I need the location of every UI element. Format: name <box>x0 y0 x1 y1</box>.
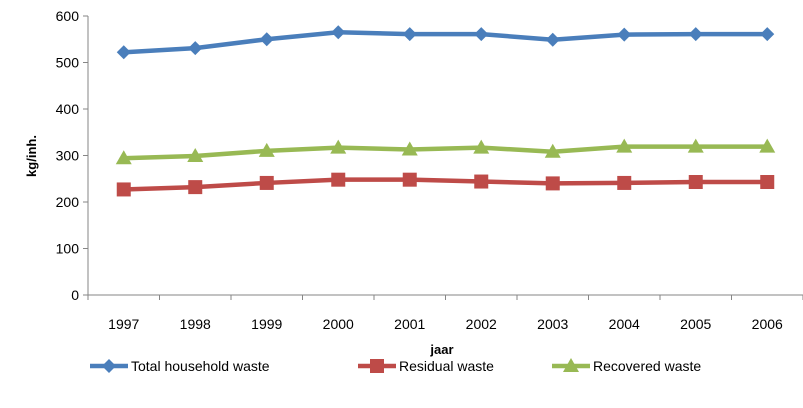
x-axis-ticks: 1997 1998 1999 2000 2001 2002 2003 2004 2005 2006 <box>87 295 803 332</box>
series-line <box>123 177 768 192</box>
data-point <box>617 27 632 42</box>
y-tick-label: 300 <box>56 148 80 164</box>
y-tick-label: 0 <box>71 287 79 303</box>
y-tick-label: 200 <box>56 194 80 210</box>
data-point <box>330 139 347 154</box>
x-tick-label: 2002 <box>466 316 497 332</box>
x-tick-label: 2004 <box>609 316 640 332</box>
legend-marker-swatch <box>370 359 384 373</box>
data-point <box>616 138 633 153</box>
legend-marker-swatch <box>563 358 579 372</box>
data-point <box>258 142 275 157</box>
series-line <box>123 144 768 161</box>
x-tick-label: 2003 <box>537 316 568 332</box>
data-point <box>544 143 561 158</box>
axes <box>87 16 803 296</box>
data-point <box>688 27 703 42</box>
legend-label: Residual waste <box>399 358 494 374</box>
x-tick-label: 1998 <box>180 316 211 332</box>
x-tick-label: 2001 <box>394 316 425 332</box>
series-line <box>123 30 768 55</box>
data-point <box>259 32 274 47</box>
x-tick-label: 1997 <box>108 316 139 332</box>
plot-area: 0 100 200 300 400 500 600 1997 1998 1999 2000 2001… <box>56 8 803 332</box>
series-1 <box>116 25 775 60</box>
x-axis-title: jaar <box>429 342 453 357</box>
data-point <box>259 175 274 190</box>
x-tick-label: 2000 <box>323 316 354 332</box>
data-point <box>402 172 417 187</box>
legend-item: Recovered waste <box>552 358 701 374</box>
data-point <box>115 150 132 165</box>
legend-label: Total household waste <box>131 358 270 374</box>
y-tick-label: 100 <box>56 241 80 257</box>
y-axis-title: kg/inh. <box>24 135 39 177</box>
legend-label: Recovered waste <box>593 358 701 374</box>
series-2 <box>116 172 775 197</box>
data-point <box>760 175 775 190</box>
legend-item: Total household waste <box>90 358 270 374</box>
data-point <box>473 139 490 154</box>
x-tick-label: 2006 <box>752 316 783 332</box>
y-tick-label: 600 <box>56 8 80 24</box>
x-tick-label: 2005 <box>680 316 711 332</box>
data-point <box>617 175 632 190</box>
y-tick-label: 400 <box>56 101 80 117</box>
legend: Total household waste Residual waste Recov… <box>90 358 701 374</box>
legend-item: Residual waste <box>358 358 494 374</box>
y-axis-ticks: 0 100 200 300 400 500 600 <box>56 8 88 303</box>
data-point <box>188 180 203 195</box>
data-point <box>402 27 417 42</box>
data-point <box>331 172 346 187</box>
data-point <box>760 27 775 42</box>
data-point <box>688 175 703 190</box>
data-point <box>474 174 489 189</box>
data-point <box>188 41 203 56</box>
data-point <box>545 176 560 191</box>
legend-marker-swatch <box>102 359 116 373</box>
data-point <box>401 141 418 156</box>
data-point <box>187 147 204 162</box>
data-point <box>331 25 346 40</box>
data-point <box>116 182 131 197</box>
data-point <box>687 138 704 153</box>
data-point <box>545 32 560 47</box>
x-tick-label: 1999 <box>251 316 282 332</box>
data-point <box>474 27 489 42</box>
y-tick-label: 500 <box>56 55 80 71</box>
series-group <box>115 25 776 197</box>
data-point <box>116 45 131 60</box>
data-point <box>759 138 776 153</box>
series-3 <box>115 138 776 165</box>
